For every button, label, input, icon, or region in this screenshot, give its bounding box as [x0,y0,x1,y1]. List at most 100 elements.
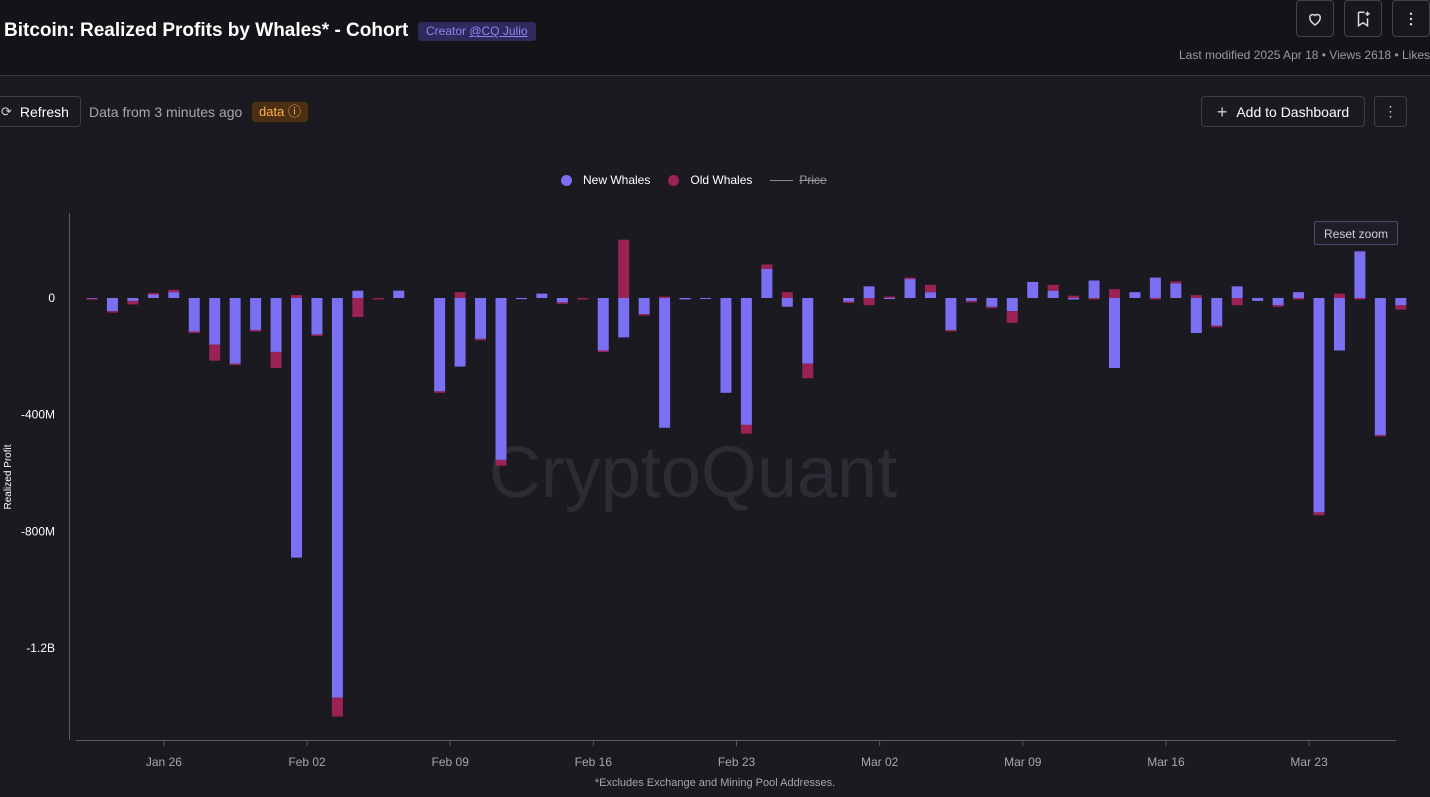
x-tick-label: Mar 16 [1147,755,1185,769]
x-tick-label: Feb 23 [718,755,756,769]
like-button[interactable] [1296,0,1334,37]
bar-old-whales [1190,295,1202,298]
legend-item-old-whales[interactable]: Old Whales [668,173,752,187]
bar-old-whales [106,311,118,313]
bar-new-whales [454,298,466,367]
bar-new-whales [679,298,691,300]
bar-old-whales [1354,298,1366,300]
header-more-button[interactable] [1392,0,1430,37]
bar-old-whales [1313,512,1325,516]
bar-old-whales [1149,298,1161,300]
data-badge-label: data [259,104,285,119]
bar-new-whales [1293,292,1305,298]
bar-new-whales [986,298,998,307]
bar-old-whales [1374,435,1386,437]
bar-new-whales [495,298,507,460]
page-title: Bitcoin: Realized Profits by Whales* - C… [4,20,409,41]
x-tick-label: Mar 02 [861,755,899,769]
bar-new-whales [884,298,896,299]
bar-new-whales [700,298,711,299]
bar-new-whales [761,268,773,298]
bar-new-whales [1190,298,1202,333]
bar-new-whales [1006,298,1018,312]
bar-old-whales [352,298,364,317]
legend-label-old-whales: Old Whales [690,173,753,187]
heart-icon [1308,13,1322,26]
bar-old-whales [147,293,159,295]
legend-item-price[interactable]: Price [770,173,827,187]
refresh-icon: ⟳ [1,103,12,119]
bar-new-whales [250,298,262,331]
bar-new-whales [475,298,487,339]
bar-new-whales [638,298,650,315]
bar-new-whales [740,298,752,425]
bar-new-whales [1088,280,1100,298]
bar-old-whales [311,334,323,336]
bar-new-whales [556,298,568,303]
reset-zoom-button[interactable]: Reset zoom [1314,221,1398,245]
bar-old-whales [965,300,977,303]
bar-old-whales [904,277,916,280]
creator-link[interactable]: @CQ Julio [469,24,528,38]
refresh-button[interactable]: ⟳ Refresh [0,96,81,127]
add-to-dashboard-button[interactable]: + Add to Dashboard [1201,96,1365,127]
legend-item-new-whales[interactable]: New Whales [561,173,650,187]
bar-old-whales [740,424,752,434]
bar-old-whales [209,344,221,361]
bar-old-whales [229,363,241,366]
bar-old-whales [556,302,568,304]
bar-old-whales [659,296,671,298]
bar-new-whales [515,298,527,300]
creator-badge[interactable]: Creator @CQ Julio [418,22,536,41]
bar-new-whales [1354,251,1366,298]
x-tick-label: Mar 23 [1290,755,1328,769]
bar-new-whales [393,290,405,298]
bar-old-whales [577,298,589,300]
bar-new-whales [802,298,814,364]
bookmark-button[interactable] [1344,0,1382,37]
bar-new-whales [1395,298,1407,306]
bar-old-whales [1211,325,1223,328]
plus-icon: + [1216,101,1228,122]
bar-new-whales [168,292,180,298]
bar-old-whales [188,331,200,333]
bar-new-whales [270,298,282,352]
y-axis-label: Realized Profit [3,444,14,509]
bar-new-whales [965,298,977,301]
bar-old-whales [127,300,139,305]
bar-old-whales [1395,305,1407,310]
y-tick-label: -1.2B [26,641,55,655]
chart-more-button[interactable]: ⋮ [1374,96,1407,127]
chart-legend: New Whales Old Whales Price [561,173,845,187]
bar-old-whales [638,314,650,316]
bar-old-whales [1109,289,1120,298]
bar-old-whales [1047,284,1059,291]
bar-new-whales [945,298,957,331]
bar-old-whales [843,301,855,303]
bar-old-whales [454,292,466,298]
bar-new-whales [536,293,548,298]
bar-old-whales [1068,295,1080,298]
bar-old-whales [250,330,262,332]
data-badge[interactable]: data ⓘ [252,102,308,122]
legend-marker-old-whales [668,174,680,186]
bar-old-whales [1231,298,1243,306]
bar-new-whales [86,298,98,299]
bar-new-whales [904,279,916,298]
bar-new-whales [229,298,241,364]
bar-old-whales [1272,305,1284,307]
data-freshness: Data from 3 minutes ago [89,104,243,120]
bar-old-whales [597,350,609,352]
bar-new-whales [1047,290,1059,298]
bar-old-whales [884,296,896,298]
bar-new-whales [434,298,446,392]
bar-new-whales [331,298,343,698]
x-tick-label: Feb 09 [432,755,470,769]
chart-meta: Last modified 2025 Apr 18 • Views 2618 •… [1178,48,1430,62]
bar-new-whales [1374,298,1386,436]
bar-new-whales [1272,298,1284,306]
bar-new-whales [188,298,200,332]
add-to-dashboard-label: Add to Dashboard [1236,103,1350,120]
bar-new-whales [1027,281,1039,298]
